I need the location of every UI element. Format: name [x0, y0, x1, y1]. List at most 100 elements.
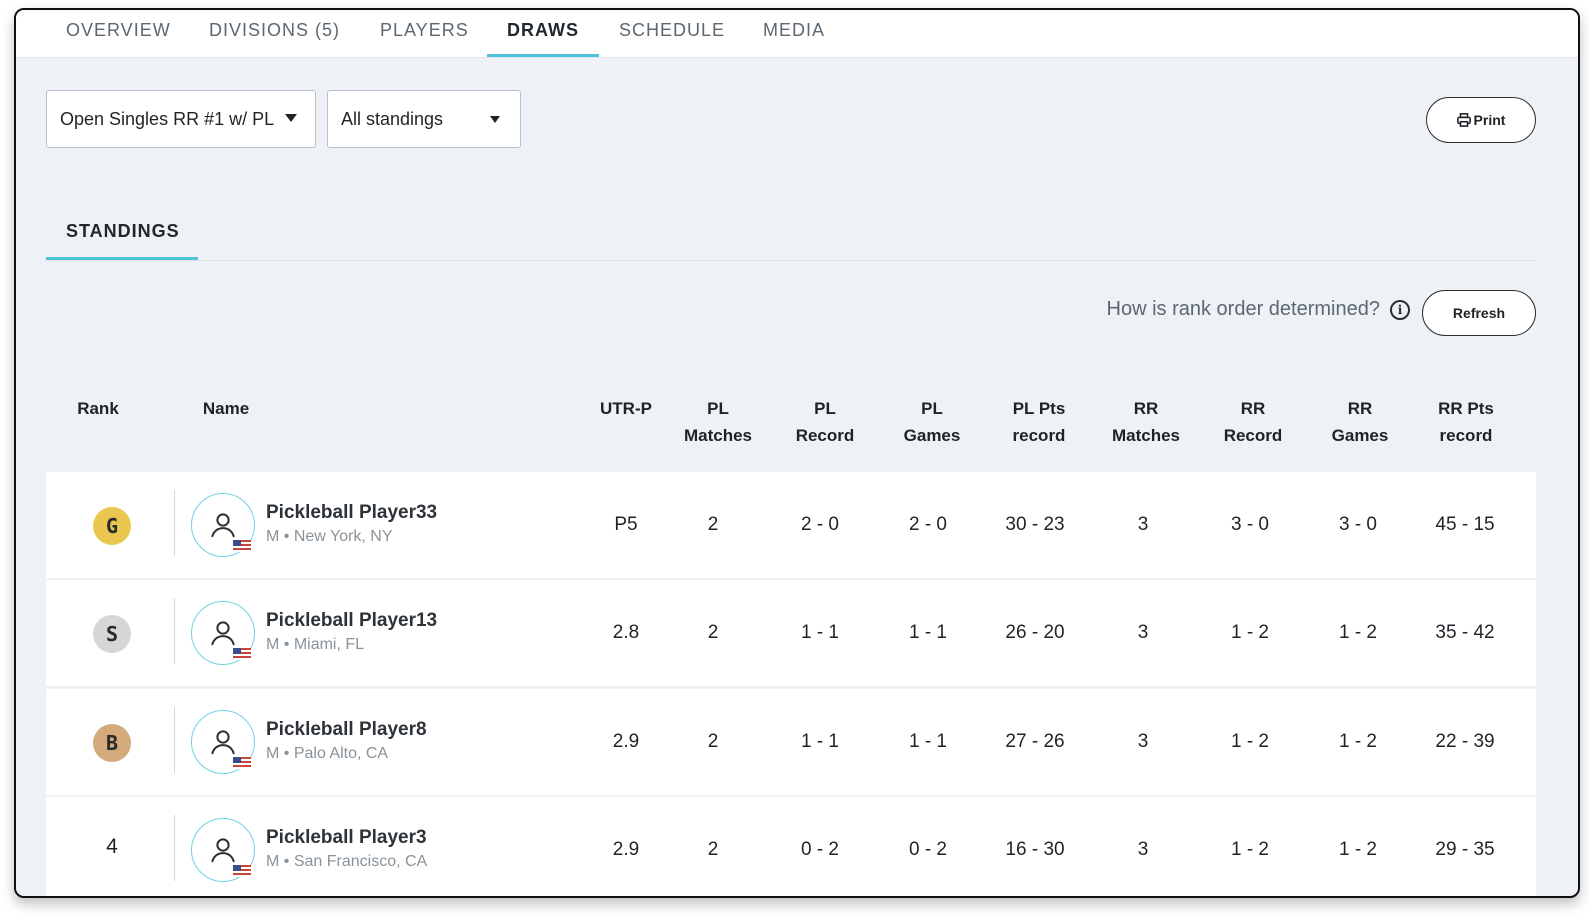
- table-row[interactable]: 4 Pickleball Player3 M • San Francisco, C…: [46, 797, 1536, 896]
- cell-rr-record: 1 - 2: [1230, 731, 1270, 752]
- cell-pl-games: 1 - 1: [908, 731, 948, 752]
- active-tab-indicator: [487, 54, 599, 57]
- header-line: RR: [1240, 399, 1266, 418]
- info-icon[interactable]: i: [1390, 299, 1410, 320]
- tab-divisions[interactable]: DIVISIONS (5): [209, 20, 341, 40]
- avatar[interactable]: [191, 493, 255, 557]
- division-select[interactable]: Open Singles RR #1 w/ PL: [46, 90, 316, 148]
- player-name[interactable]: Pickleball Player33: [266, 502, 438, 523]
- tab-schedule[interactable]: SCHEDULE: [619, 20, 726, 40]
- cell-rr-record: 1 - 2: [1230, 839, 1270, 860]
- cell-rr-pts: 29 - 35: [1435, 839, 1495, 860]
- cell-rr-pts: 22 - 39: [1435, 731, 1495, 752]
- player-meta: M • New York, NY: [266, 528, 393, 545]
- rank-medal-badge: G: [93, 507, 131, 545]
- tab-overview[interactable]: OVERVIEW: [66, 20, 171, 40]
- table-row[interactable]: G Pickleball Player33 M • New York, NY P5 2…: [46, 472, 1536, 578]
- header-line: Record: [795, 426, 855, 445]
- us-flag-icon: [233, 648, 251, 660]
- header-pl-pts[interactable]: PL Pts record: [984, 395, 1094, 449]
- cell-pl-pts: 16 - 30: [1005, 839, 1065, 860]
- divider: [174, 490, 175, 556]
- player-meta: M • Miami, FL: [266, 636, 365, 653]
- header-line: Games: [1331, 426, 1389, 445]
- tab-standings[interactable]: STANDINGS: [66, 221, 180, 241]
- print-button[interactable]: Print: [1426, 97, 1536, 143]
- player-name[interactable]: Pickleball Player3: [266, 827, 427, 848]
- cell-pl-pts: 30 - 23: [1005, 514, 1065, 535]
- standings-table-header: Rank Name UTR-P PL Matches PL Record PL …: [46, 395, 1536, 465]
- user-icon: [211, 513, 235, 538]
- user-icon: [211, 730, 235, 755]
- cell-pl-games: 0 - 2: [908, 839, 948, 860]
- cell-rr-games: 1 - 2: [1338, 622, 1378, 643]
- cell-rr-matches: 3: [1137, 514, 1149, 535]
- refresh-button[interactable]: Refresh: [1422, 290, 1536, 336]
- caret-down-icon: [285, 114, 297, 122]
- cell-rr-matches: 3: [1137, 839, 1149, 860]
- cell-pl-matches: 2: [707, 622, 719, 643]
- header-line: RR: [1133, 399, 1159, 418]
- header-rr-record[interactable]: RR Record: [1198, 395, 1308, 449]
- header-pl-games[interactable]: PL Games: [877, 395, 987, 449]
- refresh-label: Refresh: [1452, 305, 1506, 321]
- header-line: record: [1012, 426, 1066, 445]
- header-name[interactable]: Name: [202, 399, 250, 418]
- standings-select-value: All standings: [341, 108, 444, 129]
- player-name[interactable]: Pickleball Player13: [266, 610, 438, 631]
- header-line: PL: [921, 399, 943, 418]
- cell-pl-games: 1 - 1: [908, 622, 948, 643]
- cell-pl-record: 1 - 1: [800, 731, 840, 752]
- us-flag-icon: [233, 865, 251, 877]
- header-line: PL: [814, 399, 836, 418]
- header-pl-record[interactable]: PL Record: [770, 395, 880, 449]
- cell-rr-pts: 45 - 15: [1435, 514, 1495, 535]
- cell-utr: P5: [614, 514, 638, 535]
- avatar[interactable]: [191, 818, 255, 882]
- cell-pl-matches: 2: [707, 731, 719, 752]
- header-utr[interactable]: UTR-P: [600, 399, 652, 418]
- top-nav: OVERVIEW DIVISIONS (5) PLAYERS DRAWS SCH…: [16, 10, 1578, 58]
- printer-icon: [1456, 113, 1471, 127]
- header-line: Matches: [1111, 426, 1181, 445]
- cell-rr-games: 1 - 2: [1338, 731, 1378, 752]
- table-row[interactable]: S Pickleball Player13 M • Miami, FL 2.8 2 1 …: [46, 580, 1536, 686]
- rank-order-help-text: How is rank order determined?: [1106, 298, 1380, 320]
- tab-media[interactable]: MEDIA: [763, 20, 826, 40]
- cell-pl-record: 0 - 2: [800, 839, 840, 860]
- tab-players[interactable]: PLAYERS: [380, 20, 469, 40]
- cell-rr-games: 3 - 0: [1338, 514, 1378, 535]
- cell-utr: 2.9: [612, 731, 640, 752]
- header-rr-games[interactable]: RR Games: [1305, 395, 1415, 449]
- standings-select[interactable]: All standings: [327, 90, 521, 148]
- user-icon: [211, 838, 235, 863]
- user-icon: [211, 621, 235, 646]
- header-rr-matches[interactable]: RR Matches: [1091, 395, 1201, 449]
- header-rr-pts[interactable]: RR Pts record: [1411, 395, 1521, 449]
- rank-medal-badge: B: [93, 724, 131, 762]
- us-flag-icon: [233, 757, 251, 769]
- cell-pl-pts: 27 - 26: [1005, 731, 1065, 752]
- cell-rr-pts: 35 - 42: [1435, 622, 1495, 643]
- header-rank[interactable]: Rank: [77, 399, 119, 418]
- rank-order-help[interactable]: How is rank order determined? i: [1107, 298, 1410, 321]
- cell-pl-matches: 2: [707, 514, 719, 535]
- rank-medal-badge: S: [93, 615, 131, 653]
- cell-pl-games: 2 - 0: [908, 514, 948, 535]
- tab-draws[interactable]: DRAWS: [507, 20, 579, 40]
- header-pl-matches[interactable]: PL Matches: [663, 395, 773, 449]
- cell-rr-record: 1 - 2: [1230, 622, 1270, 643]
- divider: [174, 598, 175, 664]
- table-row[interactable]: B Pickleball Player8 M • Palo Alto, CA 2.9…: [46, 689, 1536, 795]
- header-line: Matches: [683, 426, 753, 445]
- cell-utr: 2.8: [612, 622, 640, 643]
- us-flag-icon: [233, 540, 251, 552]
- app-window: OVERVIEW DIVISIONS (5) PLAYERS DRAWS SCH…: [14, 8, 1580, 898]
- header-line: RR Pts: [1438, 399, 1494, 418]
- divider: [174, 707, 175, 773]
- header-line: PL: [707, 399, 729, 418]
- player-name[interactable]: Pickleball Player8: [266, 719, 427, 740]
- print-label: Print: [1473, 112, 1506, 128]
- active-subtab-indicator: [46, 257, 198, 260]
- player-meta: M • San Francisco, CA: [266, 853, 428, 870]
